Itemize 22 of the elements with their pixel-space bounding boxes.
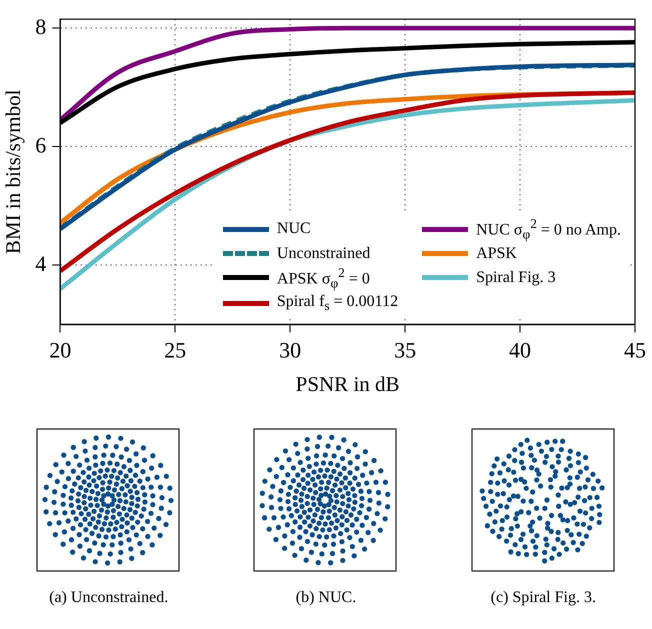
- legend-label: Spiral Fig. 3: [476, 268, 556, 287]
- text: (a) Unconstrained.: [49, 589, 168, 607]
- legend-label: APSK: [476, 244, 517, 263]
- legend-label: APSK σ$_{φ}$$^{2}$ = 0: [276, 264, 370, 292]
- legend-label: Spiral f$_{s}$ = 0.00112: [276, 293, 398, 314]
- legend-label: Unconstrained: [276, 244, 370, 263]
- text: (b) NUC.: [296, 589, 356, 607]
- y-tick-label: 6: [35, 132, 46, 158]
- x-tick-label: 25: [164, 337, 186, 362]
- text: (c) Spiral Fig. 3.: [490, 589, 596, 607]
- y-axis-title: BMI in bits/symbol: [1, 89, 26, 254]
- x-axis-title: PSNR in dB: [296, 372, 400, 396]
- y-tick-label: 8: [35, 14, 46, 39]
- y-tick-label: 4: [35, 250, 46, 276]
- x-tick-label: 40: [509, 337, 532, 362]
- legend-label: NUC σ$_{φ}$$^{2}$ = 0 no Amp.: [476, 216, 621, 243]
- x-tick-label: 45: [624, 337, 646, 362]
- line-series: [60, 26, 635, 122]
- x-tick-label: 35: [394, 337, 416, 362]
- x-tick-label: 20: [49, 337, 72, 362]
- legend-label: NUC: [276, 220, 311, 238]
- x-tick-label: 30: [279, 337, 302, 362]
